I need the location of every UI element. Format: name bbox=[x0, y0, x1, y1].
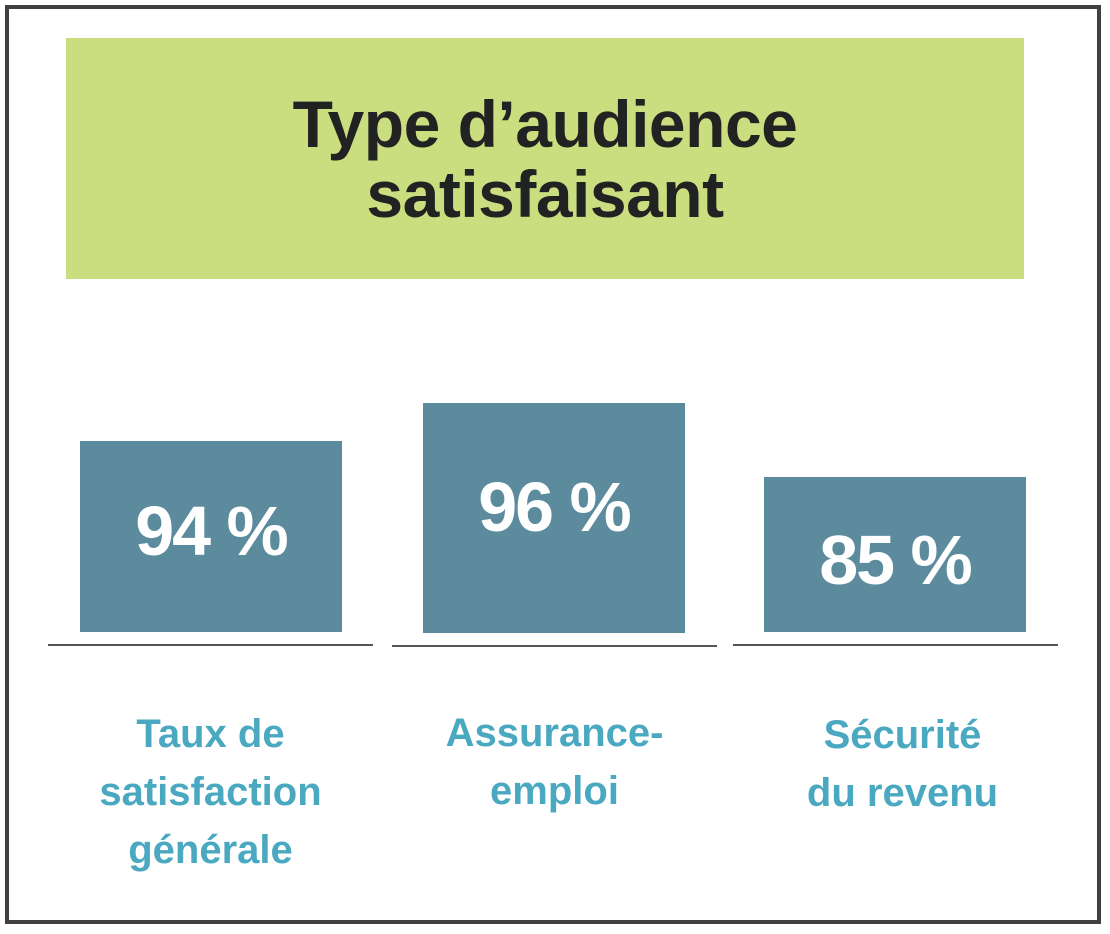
baseline-2 bbox=[392, 645, 717, 647]
label-line: Sécurité bbox=[823, 713, 982, 757]
label-line: Assurance- bbox=[445, 711, 664, 755]
category-label-taux-satisfaction: Taux de satisfaction générale bbox=[48, 705, 373, 879]
label-line: Taux de bbox=[136, 712, 285, 756]
category-label-assurance-emploi: Assurance- emploi bbox=[392, 704, 717, 820]
category-label-securite-revenu: Sécurité du revenu bbox=[740, 706, 1065, 822]
bar-value-label: 96 % bbox=[478, 468, 632, 546]
bar-assurance-emploi: 96 % bbox=[423, 403, 685, 633]
baseline-1 bbox=[48, 644, 373, 646]
label-line: satisfaction bbox=[99, 770, 322, 814]
label-line: générale bbox=[128, 828, 293, 872]
bar-taux-satisfaction: 94 % bbox=[80, 441, 342, 632]
title-line-1: Type d’audience bbox=[292, 86, 798, 161]
label-line: emploi bbox=[490, 769, 619, 813]
title-line-2: satisfaisant bbox=[366, 156, 724, 231]
bar-value-label: 85 % bbox=[819, 520, 973, 599]
chart-title: Type d’audience satisfaisant bbox=[293, 89, 798, 229]
bar-securite-revenu: 85 % bbox=[764, 477, 1026, 632]
baseline-3 bbox=[733, 644, 1058, 646]
title-banner: Type d’audience satisfaisant bbox=[66, 38, 1024, 279]
bar-value-label: 94 % bbox=[135, 491, 289, 570]
label-line: du revenu bbox=[806, 771, 999, 815]
